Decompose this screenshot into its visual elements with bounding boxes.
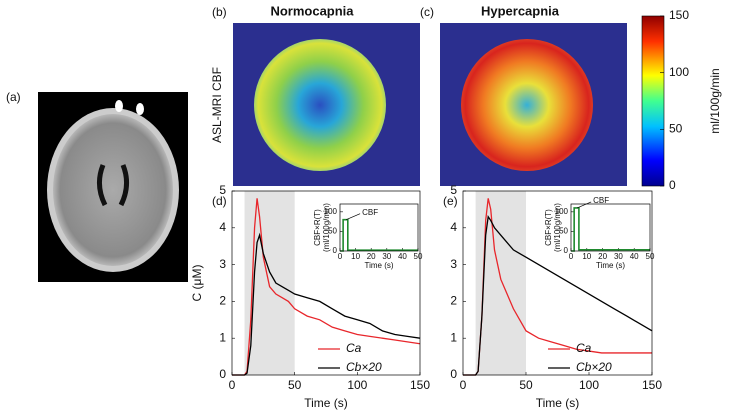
panel-title: Hypercapnia [481,3,560,18]
brain [461,39,593,171]
annotation: CBF [362,208,378,217]
legend-label: Ca [576,341,592,355]
y-tick-label: 4 [219,220,226,234]
x-label: Time (s) [596,261,625,270]
x-label: Time (s) [536,396,580,410]
y-tick-label: 1 [219,330,226,344]
y-label: (ml/100g/min) [322,203,331,252]
annotation-arrow [345,213,361,220]
y-label: C (μM) [190,265,204,302]
y-tick-label: 0 [450,367,457,381]
series-line [232,232,421,376]
annotation: CBF [593,196,609,205]
marker [115,100,123,112]
x-tick-label: 10 [351,252,360,261]
axes-frame [231,190,421,376]
marker [136,103,144,115]
x-label: Time (s) [364,261,393,270]
x-tick-label: 30 [382,252,391,261]
y-tick-label: 1 [450,330,457,344]
x-tick-label: 50 [646,252,655,261]
y-tick-label: 100 [555,207,569,216]
y-label: CBF×R(T) [544,209,553,246]
x-tick-label: 0 [460,378,467,392]
annotation-arrow [577,201,592,209]
y-tick-label: 50 [559,227,568,236]
x-tick-label: 50 [414,252,423,261]
colorbar-tick-label: 150 [669,8,689,22]
y-tick-label: 100 [324,207,338,216]
x-tick-label: 50 [519,378,533,392]
x-tick-label: 150 [410,378,430,392]
panel-label: (b) [212,5,227,19]
x-tick-label: 0 [569,252,574,261]
colorbar-label: ml/100g/min [708,68,722,133]
axes-frame [570,203,651,252]
y-tick-label: 0 [564,246,569,255]
y-tick-label: 2 [450,294,457,308]
y-tick-label: 2 [219,294,226,308]
x-tick-label: 20 [598,252,607,261]
y-tick-label: 50 [328,227,337,236]
x-tick-label: 0 [229,378,236,392]
legend-label: Cb×20 [346,360,382,374]
panel-label: (a) [6,90,21,104]
y-tick-label: 4 [450,220,457,234]
x-tick-label: 0 [338,252,343,261]
y-tick-label: 5 [219,183,226,197]
x-tick-label: 150 [642,378,662,392]
series-line [463,215,653,376]
legend-label: Cb×20 [576,360,612,374]
axes-frame [462,190,653,376]
y-tick-label: 3 [219,257,226,271]
y-label: (ml/100g/min) [553,203,562,252]
brain [53,114,173,266]
colorbar-tick-label: 50 [669,122,683,136]
y-tick-label: 5 [450,183,457,197]
y-label: ASL-MRI CBF [210,67,224,143]
x-tick-label: 10 [582,252,591,261]
legend-label: Ca [346,341,362,355]
brain [254,39,386,171]
x-tick-label: 20 [367,252,376,261]
x-tick-label: 30 [614,252,623,261]
y-tick-label: 3 [450,257,457,271]
plot-area [340,204,418,251]
x-tick-label: 100 [347,378,367,392]
x-tick-label: 40 [398,252,407,261]
axes-frame [339,203,419,252]
y-label: CBF×R(T) [313,209,322,246]
series-line [232,198,421,376]
panel-title: Normocapnia [270,3,354,18]
x-label: Time (s) [304,396,348,410]
panel-label: (e) [443,194,458,208]
plot-area [571,204,650,251]
panel-label: (c) [420,5,434,19]
x-tick-label: 40 [630,252,639,261]
colorbar-tick-label: 0 [669,178,676,192]
colorbar [641,15,665,187]
x-tick-label: 50 [288,378,302,392]
panel-label: (d) [212,194,227,208]
colorbar-tick-label: 100 [669,65,689,79]
y-tick-label: 0 [333,246,338,255]
y-tick-label: 0 [219,367,226,381]
ventricles [97,164,129,207]
x-tick-label: 100 [579,378,599,392]
